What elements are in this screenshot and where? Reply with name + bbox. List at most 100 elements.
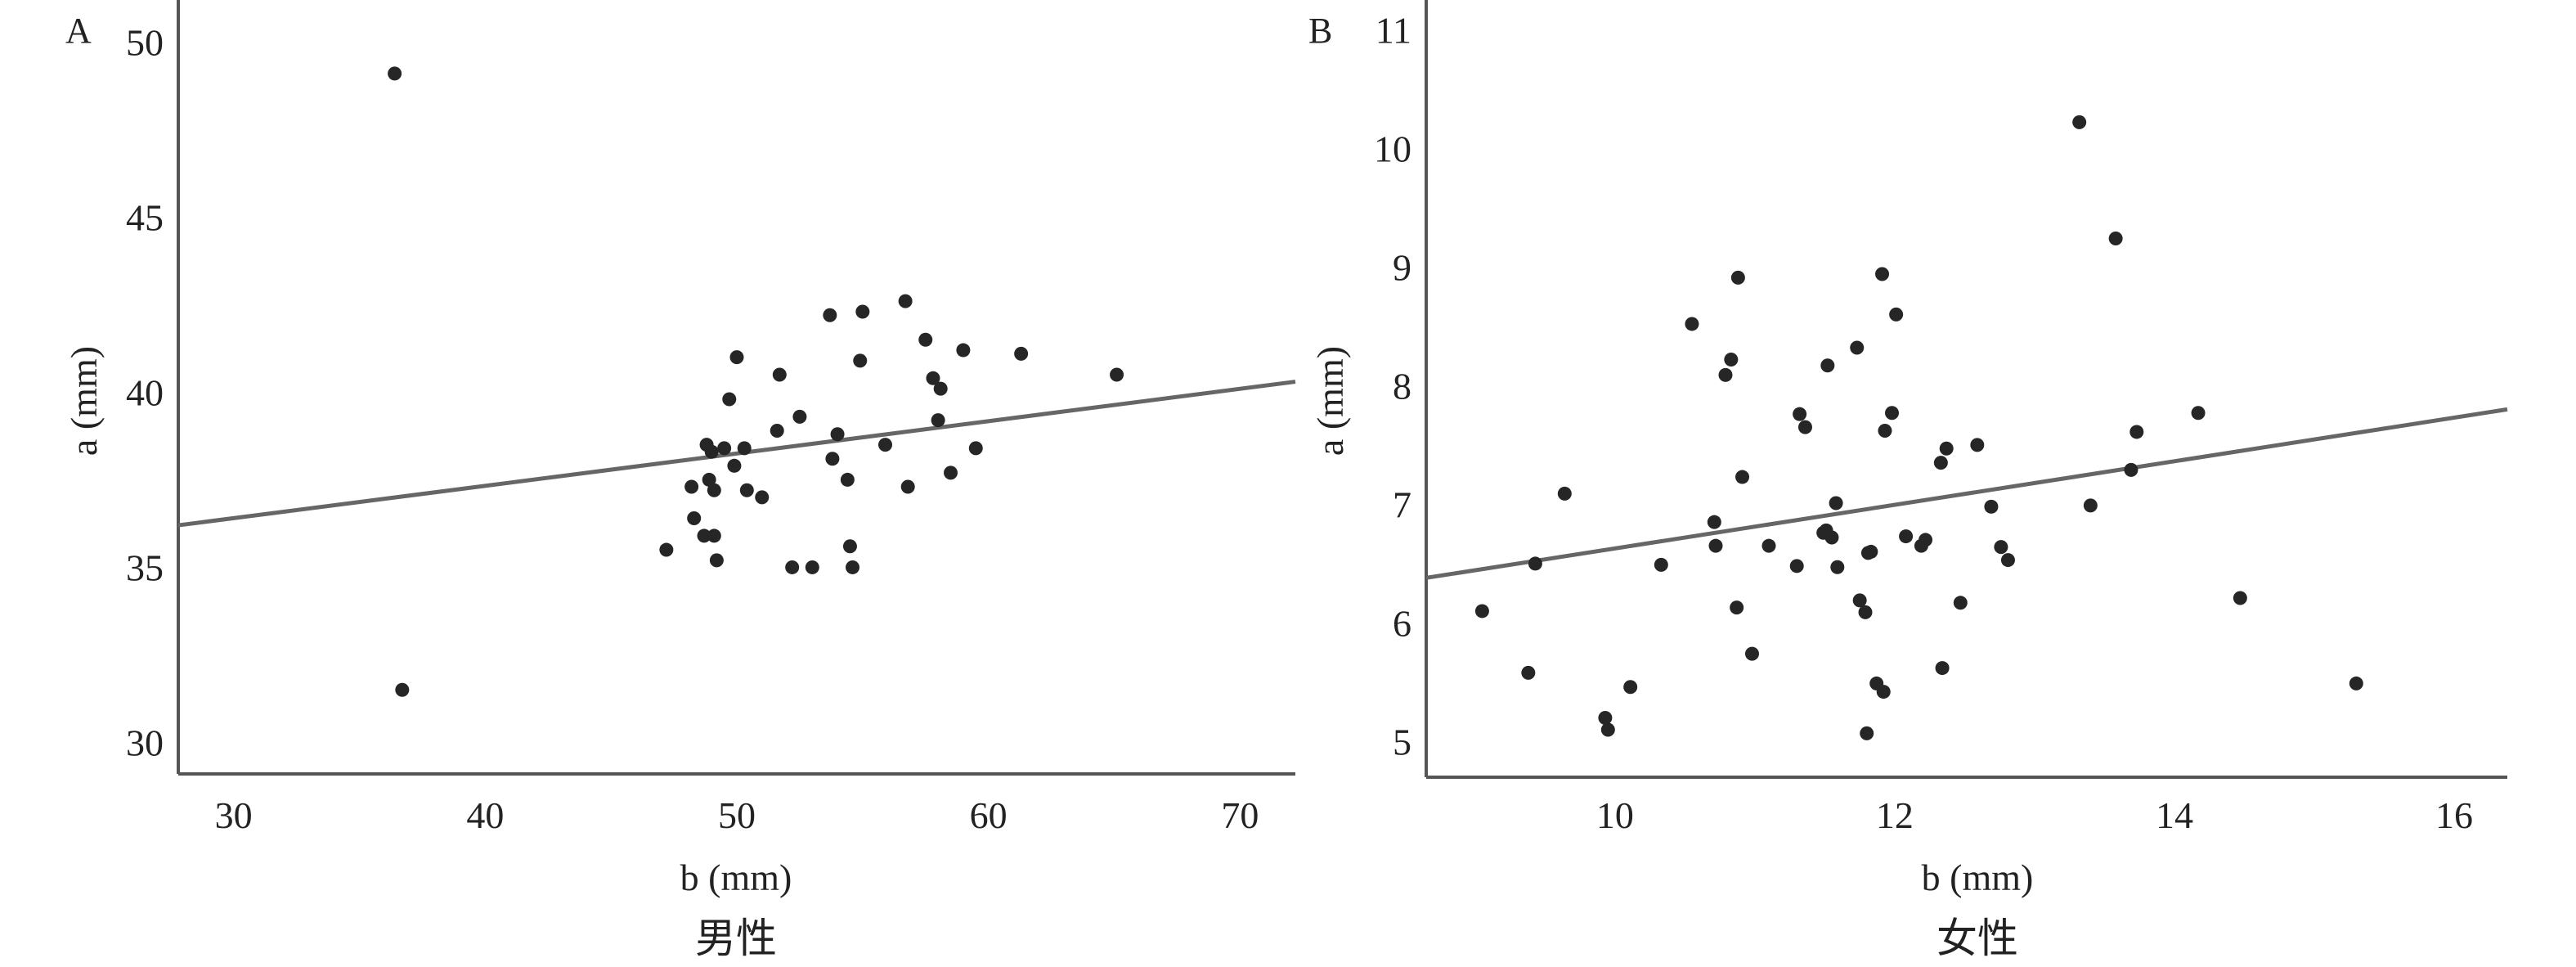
panel-a-data-point bbox=[388, 66, 402, 81]
panel-a-data-point bbox=[785, 560, 800, 574]
panel-a-y-tick-label: 40 bbox=[126, 371, 164, 413]
panel-a-data-point bbox=[926, 371, 940, 385]
panel-a-x-tick-label: 40 bbox=[466, 794, 504, 836]
panel-a-y-tick-label: 50 bbox=[126, 21, 164, 63]
panel-b-data-point bbox=[1994, 540, 2008, 555]
panel-b-data-point bbox=[1474, 604, 1489, 618]
panel-a-data-point bbox=[898, 294, 913, 308]
panel-a-data-point bbox=[702, 472, 716, 487]
panel-b-data-point bbox=[1919, 533, 1933, 547]
panel-a-data-point bbox=[956, 343, 971, 358]
panel-b-caption: 女性 bbox=[1936, 915, 2018, 962]
panel-a-data-point bbox=[687, 511, 702, 526]
panel-a-data-point bbox=[737, 441, 752, 456]
panel-b-data-point bbox=[2124, 462, 2138, 477]
panel-b-y-tick-label: 6 bbox=[1393, 602, 1411, 644]
panel-a-y-ticks: 30 35 40 45 50 bbox=[126, 21, 164, 763]
panel-b-letter: B bbox=[1308, 11, 1332, 51]
panel-b-x-ticks: 10 12 14 16 bbox=[1596, 794, 2473, 836]
panel-a-data-point bbox=[707, 483, 721, 497]
panel-b-data-point bbox=[1708, 538, 1723, 553]
panel-b-data-point bbox=[2083, 498, 2098, 513]
panel-b-data-point bbox=[1970, 438, 1985, 452]
panel-a-data-point bbox=[722, 392, 737, 407]
panel-a-data-point bbox=[855, 304, 870, 319]
panel-b-y-tick-label: 11 bbox=[1376, 9, 1411, 51]
panel-a-x-tick-label: 50 bbox=[718, 794, 756, 836]
panel-b-data-point bbox=[1724, 352, 1739, 367]
panel-a-data-point bbox=[931, 413, 945, 428]
panel-b-x-tick-label: 16 bbox=[2435, 794, 2473, 836]
panel-a-data-point bbox=[840, 472, 855, 487]
panel-a-data-point bbox=[739, 483, 754, 497]
panel-b-data-point bbox=[1528, 556, 1542, 571]
panel-b-data-point bbox=[1885, 406, 1900, 421]
panel-a-data-point bbox=[792, 409, 807, 424]
panel-b-data-point bbox=[1858, 605, 1873, 619]
panel-b-data-point bbox=[1521, 665, 1536, 680]
panel-b-data-point bbox=[1852, 593, 1867, 608]
panel-b-data-point bbox=[1939, 441, 1954, 456]
panel-a-data-point bbox=[1014, 346, 1029, 361]
panel-b-data-point bbox=[2129, 425, 2144, 439]
panel-b-female: B 5 6 7 8 9 10 11 10 12 14 16 b (mm) a (mm) 女性 bbox=[1308, 0, 2508, 962]
panel-a-data-point bbox=[842, 539, 857, 554]
panel-b-data-point bbox=[1860, 726, 1874, 740]
panel-a-data-point bbox=[900, 479, 915, 494]
panel-a-data-point bbox=[772, 367, 787, 382]
panel-a-data-point bbox=[968, 441, 983, 456]
panel-a-data-point bbox=[944, 466, 958, 480]
panel-a-caption: 男性 bbox=[695, 915, 777, 962]
panel-a-data-point bbox=[727, 458, 742, 473]
panel-b-y-tick-label: 5 bbox=[1393, 721, 1411, 762]
panel-b-data-point bbox=[1557, 486, 1572, 501]
panel-a-data-point bbox=[717, 441, 732, 456]
panel-a-data-point bbox=[1110, 367, 1124, 382]
panel-b-data-point bbox=[1984, 499, 1999, 514]
panel-a-x-ticks: 30 40 50 60 70 bbox=[215, 794, 1259, 836]
panel-a-data-point bbox=[918, 332, 933, 347]
panel-a-x-axis-title: b (mm) bbox=[680, 857, 792, 898]
panel-a-data-point bbox=[878, 438, 893, 452]
panel-a-data-point bbox=[684, 479, 699, 494]
panel-b-x-tick-label: 14 bbox=[2156, 794, 2193, 836]
panel-b-data-point bbox=[1654, 557, 1668, 572]
panel-b-data-point bbox=[1953, 596, 1968, 610]
panel-a-data-point bbox=[805, 560, 819, 574]
panel-a-y-tick-label: 45 bbox=[126, 196, 164, 238]
panel-b-data-point bbox=[1735, 470, 1750, 484]
panel-b-data-point bbox=[1718, 367, 1733, 382]
panel-a-trend-line bbox=[177, 380, 1296, 528]
panel-a-data-point bbox=[707, 528, 721, 543]
panel-b-data-point bbox=[1829, 496, 1843, 510]
panel-b-data-point bbox=[1730, 270, 1745, 285]
panel-b-data-point bbox=[2000, 553, 2015, 568]
panel-a-x-tick-label: 70 bbox=[1221, 794, 1259, 836]
panel-b-y-tick-label: 9 bbox=[1393, 246, 1411, 288]
panel-a-male: A 30 35 40 45 50 30 40 50 60 70 b (mm) a (mm) 男性 bbox=[63, 0, 1296, 962]
panel-a-data-point bbox=[830, 427, 845, 442]
panel-b-x-tick-label: 12 bbox=[1876, 794, 1914, 836]
panel-a-data-point bbox=[755, 490, 770, 505]
panel-a-y-axis-title: a (mm) bbox=[63, 346, 105, 456]
panel-a-data-point bbox=[729, 350, 744, 365]
panel-b-y-tick-label: 8 bbox=[1393, 365, 1411, 407]
panel-b-data-point bbox=[1761, 538, 1776, 553]
panel-b-data-point bbox=[1623, 680, 1638, 695]
panel-b-data-point bbox=[1820, 358, 1835, 373]
panel-b-data-point bbox=[1793, 407, 1807, 421]
panel-b-data-point bbox=[1744, 646, 1759, 661]
panel-b-data-point bbox=[1824, 530, 1839, 545]
panel-a-y-tick-label: 35 bbox=[126, 546, 164, 588]
panel-b-y-tick-label: 10 bbox=[1374, 128, 1411, 169]
panel-b-x-tick-label: 10 bbox=[1596, 794, 1634, 836]
panel-b-data-point bbox=[1600, 722, 1615, 737]
panel-a-data-point bbox=[770, 424, 784, 439]
panel-b-data-point bbox=[1850, 340, 1865, 355]
panel-b-data-point bbox=[1685, 317, 1699, 331]
panel-b-data-point bbox=[1789, 559, 1804, 573]
panel-a-data-point bbox=[709, 553, 724, 568]
panel-b-data-point bbox=[1878, 423, 1892, 438]
panel-a-data-point bbox=[853, 353, 868, 368]
